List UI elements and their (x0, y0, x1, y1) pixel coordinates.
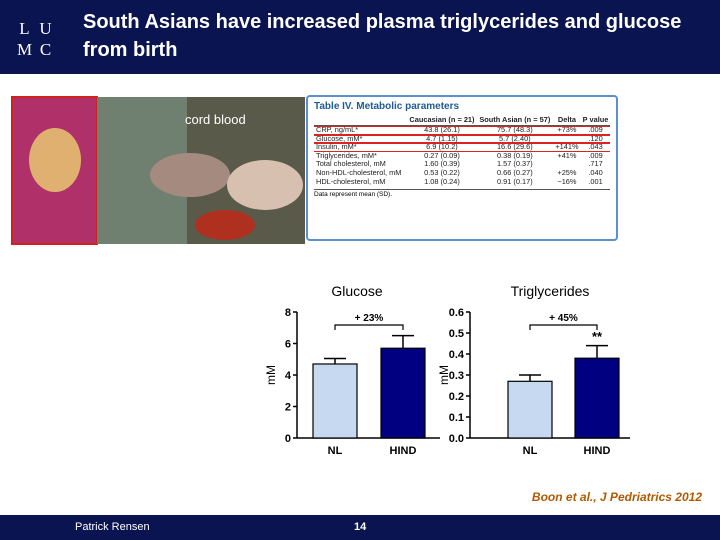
annotation: + 45% (549, 313, 578, 324)
table-cell: .717 (588, 159, 603, 169)
table-cell: 4.7 (1.15) (407, 134, 477, 144)
x-tick-label: HIND (584, 445, 611, 457)
photo-caption: cord blood (185, 112, 246, 127)
table-title: Table IV. Metabolic parameters (314, 101, 460, 112)
y-tick-label: 8 (285, 307, 291, 319)
chart-title: Triglycerides (511, 283, 590, 299)
comparison-bracket (529, 324, 598, 330)
logo-letter: U (39, 19, 52, 38)
table-cell: 0.66 (0.27) (496, 167, 533, 177)
y-tick-label: 0.0 (449, 433, 464, 445)
footer-band: Patrick Rensen 14 (0, 515, 720, 540)
column-header: South Asian (n = 57) (476, 115, 553, 126)
logo: L U M C (14, 18, 56, 60)
logo-letter: L (19, 19, 30, 38)
table-image: Table IV. Metabolic parameters Caucasian… (306, 95, 618, 241)
footer-author: Patrick Rensen (75, 521, 150, 533)
citation: Boon et al., J Pedriatrics 2012 (531, 490, 702, 504)
y-axis-label: mM (264, 365, 278, 385)
comparison-bracket (334, 324, 404, 330)
table-cell: Total cholesterol, mM (316, 159, 386, 169)
table-cell: .001 (588, 176, 603, 186)
table-row: HDL-cholesterol, mM 1.08 (0.24) 0.91 (0.17… (314, 176, 610, 187)
bar (574, 357, 620, 439)
table-cell: 1.60 (0.39) (424, 159, 460, 169)
y-tick-label: 2 (285, 402, 291, 414)
table-cell: .040 (588, 167, 603, 177)
table-cell: .043 (581, 143, 610, 152)
table-cell: .120 (581, 134, 610, 144)
table-cell: −16% (557, 176, 577, 186)
table-cell: Non-HDL-cholesterol, mM (316, 167, 402, 177)
column-header (314, 115, 408, 126)
table-row: Insulin, mM* 6.9 (10.2) 16.6 (29.6) +141% .0… (314, 143, 610, 152)
column-header: Delta (552, 115, 582, 126)
y-tick-label: 0.6 (449, 307, 464, 319)
table-cell: 0.53 (0.22) (424, 167, 460, 177)
cord-photo-part (227, 160, 303, 210)
table-cell: CRP, ng/mL* (314, 125, 407, 135)
table-cell: 6.9 (10.2) (407, 143, 477, 152)
table-cell: 75.7 (48.3) (477, 125, 553, 135)
column-header: P value (581, 115, 610, 126)
y-tick-label: 0 (285, 433, 291, 445)
table-cell: +141% (553, 143, 581, 152)
y-tick-label: 0.4 (449, 349, 465, 361)
x-tick-label: HIND (390, 445, 417, 457)
y-tick-label: 6 (285, 339, 291, 351)
x-tick-label: NL (523, 445, 538, 457)
cord-photo-part (195, 210, 255, 240)
table-cell: +41% (557, 150, 577, 160)
table-cell: Insulin, mM* (314, 143, 407, 152)
column-header: Caucasian (n = 21) (407, 115, 477, 126)
y-tick-label: 0.2 (449, 391, 464, 403)
cord-photo-part (150, 153, 230, 197)
logo-letter: C (39, 40, 52, 59)
table-cell: .009 (581, 125, 610, 135)
table-cell: +73% (553, 125, 581, 135)
table: Caucasian (n = 21) South Asian (n = 57) De… (314, 115, 610, 186)
table-row: CRP, ng/mL* 43.8 (26.1) 75.7 (48.3) +73% .00… (314, 125, 610, 135)
table-footnote: Data represent mean (SD). (314, 189, 610, 198)
bar (507, 380, 553, 439)
table-cell: 43.8 (26.1) (407, 125, 477, 135)
baby-face (29, 128, 81, 192)
table-cell: 5.7 (2.40) (477, 134, 553, 144)
table-cell: Triglycerides, mM* (316, 150, 377, 160)
annotation: + 23% (355, 313, 384, 324)
y-tick-label: 0.3 (449, 370, 464, 382)
table-cell: 1.08 (0.24) (424, 176, 460, 186)
y-tick-label: 0.1 (449, 412, 464, 424)
table-cell: Glucose, mM* (314, 134, 407, 144)
header-band (0, 0, 720, 74)
x-tick-label: NL (328, 445, 343, 457)
page-number: 14 (354, 521, 367, 533)
table-row: Non-HDL-cholesterol, mM 0.53 (0.22) 0.66 (… (314, 167, 610, 178)
table-cell: 0.27 (0.09) (424, 150, 460, 160)
table-cell: 0.38 (0.19) (496, 150, 533, 160)
chart-title: Glucose (331, 283, 383, 299)
logo-letter: M (16, 40, 33, 59)
charts: Glucose mM 0 2 4 6 8 NL HIND + 23% Triglycerides mM… (264, 283, 630, 457)
table-cell: 0.91 (0.17) (496, 176, 533, 186)
bar (380, 347, 426, 439)
table-cell: .009 (588, 150, 603, 160)
annotation: ** (592, 329, 603, 344)
table-row: Triglycerides, mM* 0.27 (0.09) 0.38 (0.19)… (314, 150, 610, 161)
y-tick-label: 0.5 (449, 328, 464, 340)
y-tick-label: 4 (285, 370, 292, 382)
table-cell: HDL-cholesterol, mM (316, 176, 386, 186)
bar (312, 363, 358, 439)
table-cell: +25% (557, 167, 577, 177)
table-cell: 16.6 (29.6) (477, 143, 553, 152)
table-row: Total cholesterol, mM 1.60 (0.39) 1.57 (0.… (314, 160, 610, 169)
table-cell: 1.57 (0.37) (496, 159, 533, 169)
slide-title: South Asians have increased plasma trigl… (83, 11, 682, 61)
y-axis-label: mM (437, 365, 451, 385)
table-row: Glucose, mM* 4.7 (1.15) 5.7 (2.40) .120 (314, 134, 610, 144)
